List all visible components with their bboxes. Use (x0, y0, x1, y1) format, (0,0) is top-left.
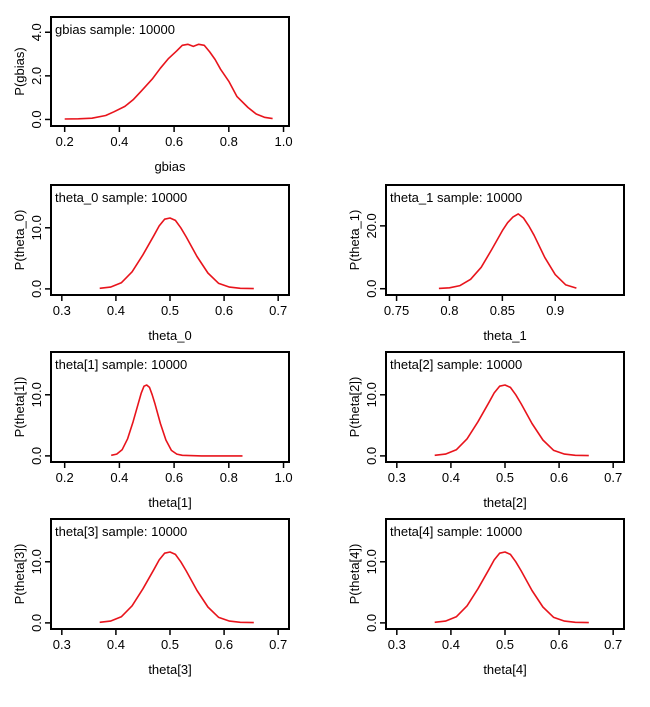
x-axis-title: theta_1 (483, 328, 526, 343)
x-tick-label: 0.8 (440, 303, 458, 318)
panel-title: theta_1 sample: 10000 (390, 190, 522, 205)
x-axis-title: theta[1] (148, 495, 191, 510)
panel-title: theta[4] sample: 10000 (390, 524, 522, 539)
x-tick-label: 1.0 (274, 470, 292, 485)
x-axis-title: gbias (154, 159, 186, 174)
panel-title: theta_0 sample: 10000 (55, 190, 187, 205)
x-tick-label: 0.6 (550, 470, 568, 485)
x-tick-label: 0.75 (384, 303, 409, 318)
panel-gbias: gbias sample: 10000 0.2 0.4 0.6 0.8 1.0 0.0 2.0… (12, 16, 293, 174)
y-tick-label: 10.0 (29, 549, 44, 574)
y-tick-label: 0.0 (29, 614, 44, 632)
y-tick-label: 0.0 (29, 280, 44, 298)
y-tick-label: 10.0 (29, 215, 44, 240)
plot-frame (385, 184, 625, 296)
x-tick-label: 0.4 (442, 470, 460, 485)
x-tick-label: 0.4 (110, 134, 128, 149)
x-tick-label: 0.4 (107, 637, 125, 652)
panel-theta-1: theta[1] sample: 10000 0.2 0.4 0.6 0.8 1.0 0.0… (12, 351, 293, 510)
x-tick-label: 0.5 (161, 303, 179, 318)
density-curve-theta-0 (99, 217, 254, 290)
x-tick-label: 1.0 (274, 134, 292, 149)
x-tick-label: 0.6 (215, 637, 233, 652)
y-tick-label: 0.0 (364, 614, 379, 632)
x-tick-label: 0.3 (53, 637, 71, 652)
panel-title: theta[2] sample: 10000 (390, 357, 522, 372)
y-tick-label: 0.0 (364, 447, 379, 465)
x-tick-label: 0.85 (490, 303, 515, 318)
x-tick-label: 0.6 (165, 134, 183, 149)
y-tick-label: 0.0 (364, 280, 379, 298)
y-tick-label: 10.0 (29, 382, 44, 407)
x-axis-title: theta[3] (148, 662, 191, 677)
panel-theta-3: theta[3] sample: 10000 0.3 0.4 0.5 0.6 0.7 0.0… (12, 518, 290, 677)
y-tick-label: 20.0 (364, 213, 379, 238)
x-tick-label: 0.4 (107, 303, 125, 318)
panel-theta-0: theta_0 sample: 10000 0.3 0.4 0.5 0.6 0.7 0.0 1… (12, 184, 290, 343)
y-tick-label: 10.0 (364, 549, 379, 574)
y-axis-title: P(theta_1) (347, 210, 362, 271)
x-tick-label: 0.2 (56, 134, 74, 149)
y-axis-title: P(gbias) (12, 47, 27, 95)
y-tick-label: 0.0 (29, 110, 44, 128)
x-tick-label: 0.8 (220, 470, 238, 485)
x-tick-label: 0.7 (604, 470, 622, 485)
y-tick-label: 4.0 (29, 23, 44, 41)
x-tick-label: 0.6 (215, 303, 233, 318)
density-curve-theta-1 (111, 384, 243, 457)
y-axis-title: P(theta[1]) (12, 377, 27, 438)
x-tick-label: 0.5 (496, 637, 514, 652)
x-tick-label: 0.2 (56, 470, 74, 485)
x-tick-label: 0.3 (388, 470, 406, 485)
panel-title: gbias sample: 10000 (55, 22, 175, 37)
density-curve-theta-3 (99, 551, 254, 624)
y-tick-label: 2.0 (29, 67, 44, 85)
density-curve-theta-1 (438, 213, 577, 290)
x-tick-label: 0.4 (442, 637, 460, 652)
y-axis-title: P(theta_0) (12, 210, 27, 271)
density-curve-gbias (64, 43, 273, 120)
x-axis-title: theta[2] (483, 495, 526, 510)
density-curve-theta-2 (434, 384, 589, 457)
panel-title: theta[3] sample: 10000 (55, 524, 187, 539)
x-tick-label: 0.3 (388, 637, 406, 652)
x-tick-label: 0.5 (161, 637, 179, 652)
panel-theta-2: theta[2] sample: 10000 0.3 0.4 0.5 0.6 0.7 0.0… (347, 351, 625, 510)
x-tick-label: 0.7 (269, 637, 287, 652)
y-axis-title: P(theta[2]) (347, 377, 362, 438)
panel-theta-1: theta_1 sample: 10000 0.75 0.8 0.85 0.9 0.0 20… (347, 184, 625, 343)
x-tick-label: 0.7 (269, 303, 287, 318)
y-tick-label: 10.0 (364, 382, 379, 407)
panel-theta-4: theta[4] sample: 10000 0.3 0.4 0.5 0.6 0.7 0.0… (347, 518, 625, 677)
x-tick-label: 0.6 (165, 470, 183, 485)
x-axis-title: theta_0 (148, 328, 191, 343)
x-tick-label: 0.7 (604, 637, 622, 652)
x-tick-label: 0.5 (496, 470, 514, 485)
density-curve-theta-4 (434, 551, 589, 624)
plot-frame (50, 16, 290, 127)
y-tick-label: 0.0 (29, 447, 44, 465)
y-axis-title: P(theta[4]) (347, 544, 362, 605)
panel-title: theta[1] sample: 10000 (55, 357, 187, 372)
x-tick-label: 0.3 (53, 303, 71, 318)
plot-frame (50, 351, 290, 463)
x-axis-title: theta[4] (483, 662, 526, 677)
x-tick-label: 0.4 (110, 470, 128, 485)
y-axis-title: P(theta[3]) (12, 544, 27, 605)
x-tick-label: 0.9 (546, 303, 564, 318)
x-tick-label: 0.8 (220, 134, 238, 149)
x-tick-label: 0.6 (550, 637, 568, 652)
